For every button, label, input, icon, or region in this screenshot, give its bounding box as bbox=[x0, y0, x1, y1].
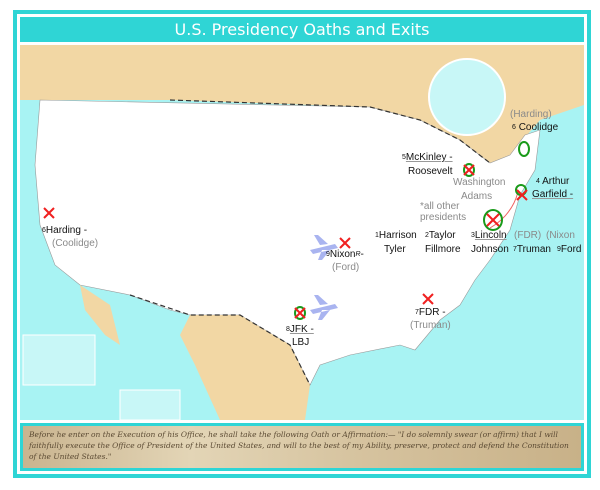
death-marker-nixon-resignation bbox=[339, 237, 351, 249]
baja-california bbox=[80, 285, 120, 345]
label-coolidge: 6 Coolidge bbox=[512, 122, 559, 133]
mexico bbox=[180, 315, 310, 420]
plane-icons bbox=[310, 235, 338, 320]
label-ford: 9Ford bbox=[557, 244, 582, 255]
label-harding: 6Harding - bbox=[42, 225, 88, 236]
oath-marker-washington-dc bbox=[483, 209, 503, 231]
label-nixon-prior: (Nixon bbox=[546, 230, 575, 241]
label-coolidge-successor: (Coolidge) bbox=[52, 238, 99, 249]
death-marker-lincoln bbox=[486, 213, 500, 227]
oath-marker-coolidge bbox=[518, 141, 530, 157]
oath-text: Before he enter on the Execution of his … bbox=[29, 430, 569, 461]
label-ford-successor: (Ford) bbox=[332, 262, 360, 273]
label-fillmore: Fillmore bbox=[425, 244, 461, 255]
label-harrison: 1Harrison bbox=[375, 230, 417, 241]
death-marker-garfield bbox=[516, 189, 528, 201]
label-nixon: 9NixonR- bbox=[326, 249, 364, 260]
label-jfk: 8JFK - bbox=[286, 324, 314, 335]
death-marker-fdr bbox=[422, 293, 434, 305]
death-marker-jfk bbox=[294, 307, 306, 319]
map-frame: U.S. Presidency Oaths and Exits bbox=[13, 10, 591, 478]
label-arthur: 4 Arthur bbox=[536, 176, 570, 187]
label-washington: Washington bbox=[453, 177, 506, 188]
label-johnson: Johnson bbox=[471, 244, 509, 255]
southern-border bbox=[129, 294, 311, 386]
globe-inset bbox=[428, 58, 506, 136]
death-marker-harding bbox=[43, 207, 55, 219]
label-fdr-prior: (FDR) bbox=[514, 230, 542, 241]
label-fdr: 7FDR - bbox=[415, 307, 446, 318]
map-title: U.S. Presidency Oaths and Exits bbox=[20, 17, 584, 42]
constitution-oath-image: Before he enter on the Execution of his … bbox=[20, 423, 584, 471]
us-map: 6Harding - (Coolidge) 5McKinley - Roosev… bbox=[20, 45, 584, 420]
plane-icon bbox=[310, 295, 338, 320]
alaska-inset bbox=[22, 334, 96, 386]
label-taylor: 2Taylor bbox=[425, 230, 456, 241]
label-garfield: Garfield - bbox=[532, 189, 574, 200]
label-tyler: Tyler bbox=[384, 244, 406, 255]
map-background bbox=[20, 45, 584, 420]
label-adams: Adams bbox=[461, 191, 493, 202]
arrow-to-dc bbox=[489, 191, 519, 229]
oath-marker-lbj bbox=[294, 306, 306, 320]
label-truman-successor: (Truman) bbox=[410, 320, 451, 331]
label-roosevelt: Roosevelt bbox=[408, 166, 453, 177]
hawaii-inset bbox=[119, 389, 181, 420]
label-harding-prior: (Harding) bbox=[510, 109, 552, 120]
label-truman: 7Truman bbox=[513, 244, 551, 255]
oath-marker-coolidge-exit bbox=[463, 163, 475, 177]
label-all-other-presidents: *all other presidents bbox=[420, 201, 467, 223]
death-marker-mckinley bbox=[463, 164, 475, 176]
united-states bbox=[34, 99, 541, 386]
label-lbj: LBJ bbox=[292, 337, 310, 348]
label-mckinley: 5McKinley - bbox=[402, 152, 453, 163]
label-lincoln: 3Lincoln bbox=[471, 230, 507, 241]
plane-icon bbox=[310, 235, 338, 260]
northern-border bbox=[169, 99, 491, 164]
